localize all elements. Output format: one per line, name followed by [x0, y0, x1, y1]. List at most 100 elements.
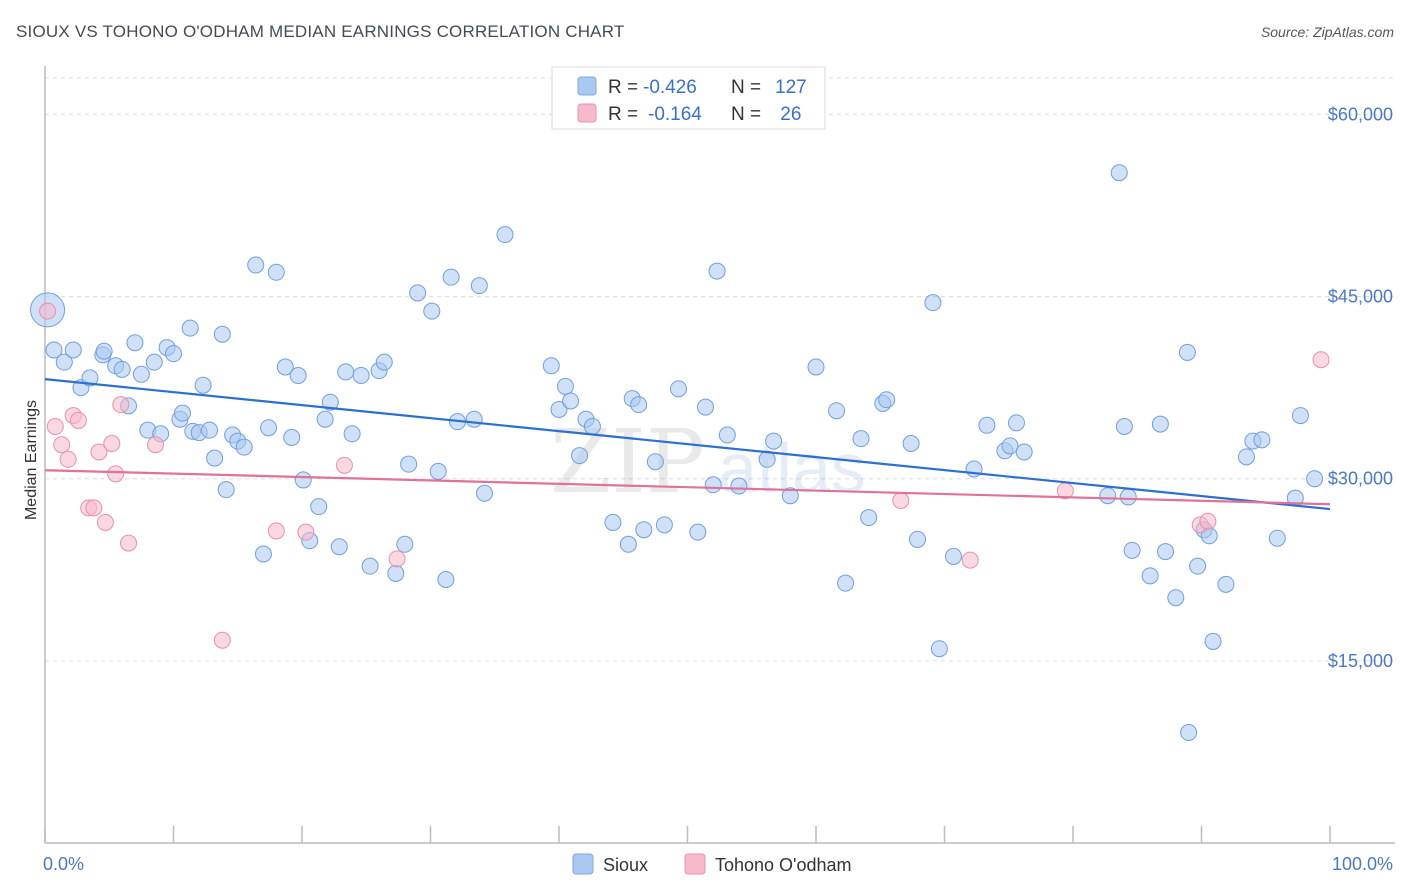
legend-n-label-1: N = [731, 77, 761, 98]
sioux-point [206, 449, 224, 467]
legend-n-value-2: 26 [775, 104, 801, 125]
bottom-legend-swatch-tohono [684, 853, 706, 875]
tohono-point [103, 435, 121, 452]
tohono-point [59, 450, 77, 468]
sioux-point [1110, 164, 1128, 182]
sioux-point [337, 363, 355, 381]
y-tick-label: $30,000 [1328, 469, 1393, 489]
sioux-point [1291, 407, 1309, 425]
sioux-point [689, 523, 707, 541]
tohono-point [53, 436, 71, 454]
sioux-point [1237, 448, 1255, 466]
sioux-point [330, 538, 348, 556]
axes [44, 66, 1395, 844]
sioux-point [1115, 418, 1133, 435]
sioux-point [604, 513, 622, 531]
sioux-point [781, 487, 799, 505]
sioux-point [409, 284, 427, 302]
sioux-point [1253, 431, 1271, 449]
sioux-point [556, 377, 574, 395]
bottom-legend: Sioux Tohono O'odham [572, 853, 852, 875]
tohono-points [39, 302, 1330, 649]
y-tick-labels: $15,000 $30,000 $45,000 $60,000 [1328, 104, 1393, 670]
sioux-point [1157, 543, 1175, 561]
sioux-point [276, 358, 294, 376]
sioux-point [718, 426, 736, 444]
sioux-point [878, 391, 896, 409]
sioux-point [45, 341, 63, 359]
sioux-point [708, 262, 726, 280]
sioux-point [619, 535, 637, 553]
gridlines [45, 77, 1395, 662]
y-tick-label: $60,000 [1328, 104, 1393, 124]
tohono-point [892, 492, 910, 510]
sioux-point [1099, 487, 1117, 505]
sioux-point [132, 365, 150, 383]
sioux-point [765, 432, 783, 450]
sioux-point [247, 256, 265, 274]
sioux-point [310, 498, 328, 516]
sioux-point [235, 438, 253, 456]
tohono-point [112, 396, 130, 414]
legend-r-label-2: R = [608, 104, 638, 125]
sioux-point [924, 294, 942, 312]
sioux-point [696, 398, 714, 416]
sioux-point [375, 353, 393, 371]
legend-n-value-1: 127 [775, 77, 807, 98]
sioux-point [181, 319, 199, 337]
y-tick-label: $15,000 [1328, 651, 1393, 671]
x-tick-label-end: 100.0% [1332, 854, 1393, 874]
chart-source: Source: ZipAtlas.com [1260, 24, 1394, 40]
sioux-point [852, 430, 870, 448]
sioux-point [442, 268, 460, 286]
tohono-point [96, 513, 114, 531]
sioux-point [909, 530, 927, 548]
sioux-point [113, 360, 131, 378]
sioux-points [30, 164, 1324, 741]
legend-swatch-tohono [577, 103, 597, 123]
tohono-point [961, 551, 979, 569]
sioux-point [396, 535, 414, 553]
sioux-point [465, 410, 483, 428]
sioux-point [283, 428, 301, 446]
legend-swatch-sioux [577, 76, 597, 96]
sioux-point [267, 263, 285, 281]
sioux-point [387, 564, 405, 582]
sioux-point [470, 277, 488, 295]
sioux-point [1268, 529, 1286, 547]
bottom-legend-swatch-sioux [572, 853, 594, 875]
top-legend: R = -0.426 N = 127 R = -0.164 N = 26 [551, 66, 826, 130]
sioux-point [930, 640, 948, 658]
sioux-point [81, 369, 99, 387]
sioux-point [64, 341, 82, 359]
sioux-point [655, 516, 673, 534]
y-tick-label: $45,000 [1328, 287, 1393, 307]
sioux-point [400, 455, 418, 473]
sioux-trend-line [44, 378, 1331, 511]
sioux-point [1141, 567, 1159, 585]
sioux-point [1204, 632, 1222, 650]
sioux-point [213, 325, 231, 343]
sioux-point [95, 342, 113, 360]
sioux-point [1007, 414, 1025, 432]
sioux-point [1001, 437, 1019, 455]
sioux-point [670, 380, 688, 398]
sioux-point [1306, 470, 1324, 488]
sioux-point [630, 396, 648, 414]
tohono-point [39, 302, 57, 320]
sioux-point [1189, 557, 1207, 575]
sioux-point [978, 416, 996, 434]
sioux-point [194, 376, 212, 394]
tohono-point [90, 443, 108, 461]
tohono-point [297, 523, 315, 541]
sioux-point [1119, 488, 1137, 506]
sioux-point [635, 521, 653, 539]
tohono-point [120, 534, 138, 552]
tohono-point [213, 631, 231, 649]
sioux-point [562, 392, 580, 410]
sioux-point [217, 481, 235, 499]
sioux-point [1167, 589, 1185, 607]
sioux-point [55, 353, 73, 371]
tohono-point [85, 499, 103, 517]
